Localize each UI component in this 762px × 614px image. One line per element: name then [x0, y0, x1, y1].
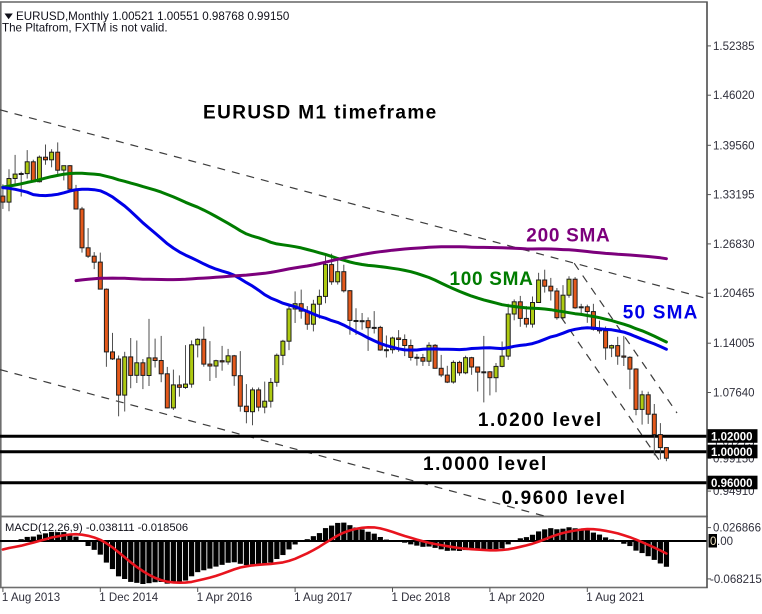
svg-text:1.46020: 1.46020	[713, 90, 755, 102]
svg-text:1 Apr 2020: 1 Apr 2020	[489, 592, 545, 604]
svg-text:1.20465: 1.20465	[713, 288, 755, 300]
svg-text:0.96000: 0.96000	[711, 478, 753, 490]
svg-text:The Pltafrom, FXTM is not vali: The Pltafrom, FXTM is not valid.	[2, 22, 168, 35]
svg-text:1.02000: 1.02000	[711, 431, 753, 443]
svg-text:1.33195: 1.33195	[713, 190, 755, 202]
svg-text:1.00000: 1.00000	[711, 447, 753, 459]
svg-text:1 Dec 2014: 1 Dec 2014	[99, 592, 158, 604]
svg-text:-0.068215: -0.068215	[710, 574, 762, 586]
svg-text:1.07640: 1.07640	[713, 388, 755, 400]
svg-text:.00: .00	[717, 536, 733, 548]
svg-text:EURUSD,Monthly 1.00521 1.0055: EURUSD,Monthly 1.00521 1.00551 0.98768 0…	[16, 10, 289, 23]
svg-text:1 Aug 2021: 1 Aug 2021	[586, 592, 644, 604]
svg-text:1.0200 level: 1.0200 level	[478, 410, 603, 431]
svg-text:0: 0	[710, 536, 716, 548]
svg-text:EURUSD M1 timeframe: EURUSD M1 timeframe	[203, 103, 438, 124]
svg-text:1 Aug 2013: 1 Aug 2013	[2, 592, 60, 604]
svg-text:1.0000 level: 1.0000 level	[423, 454, 548, 475]
svg-text:1.39560: 1.39560	[713, 140, 755, 152]
svg-text:1.52385: 1.52385	[713, 41, 755, 53]
svg-text:1 Dec 2018: 1 Dec 2018	[392, 592, 451, 604]
svg-text:MACD(12,26,9) -0.038111 -0.018: MACD(12,26,9) -0.038111 -0.018506	[5, 522, 188, 534]
svg-text:100 SMA: 100 SMA	[450, 269, 534, 290]
svg-text:1.14005: 1.14005	[713, 338, 755, 350]
svg-text:1 Apr 2016: 1 Apr 2016	[197, 592, 253, 604]
svg-text:50 SMA: 50 SMA	[623, 302, 699, 323]
svg-text:0.026866: 0.026866	[713, 523, 761, 535]
svg-text:1.26830: 1.26830	[713, 239, 755, 251]
svg-text:0.9600 level: 0.9600 level	[502, 488, 627, 509]
svg-text:200 SMA: 200 SMA	[526, 226, 610, 247]
svg-text:1 Aug 2017: 1 Aug 2017	[294, 592, 352, 604]
